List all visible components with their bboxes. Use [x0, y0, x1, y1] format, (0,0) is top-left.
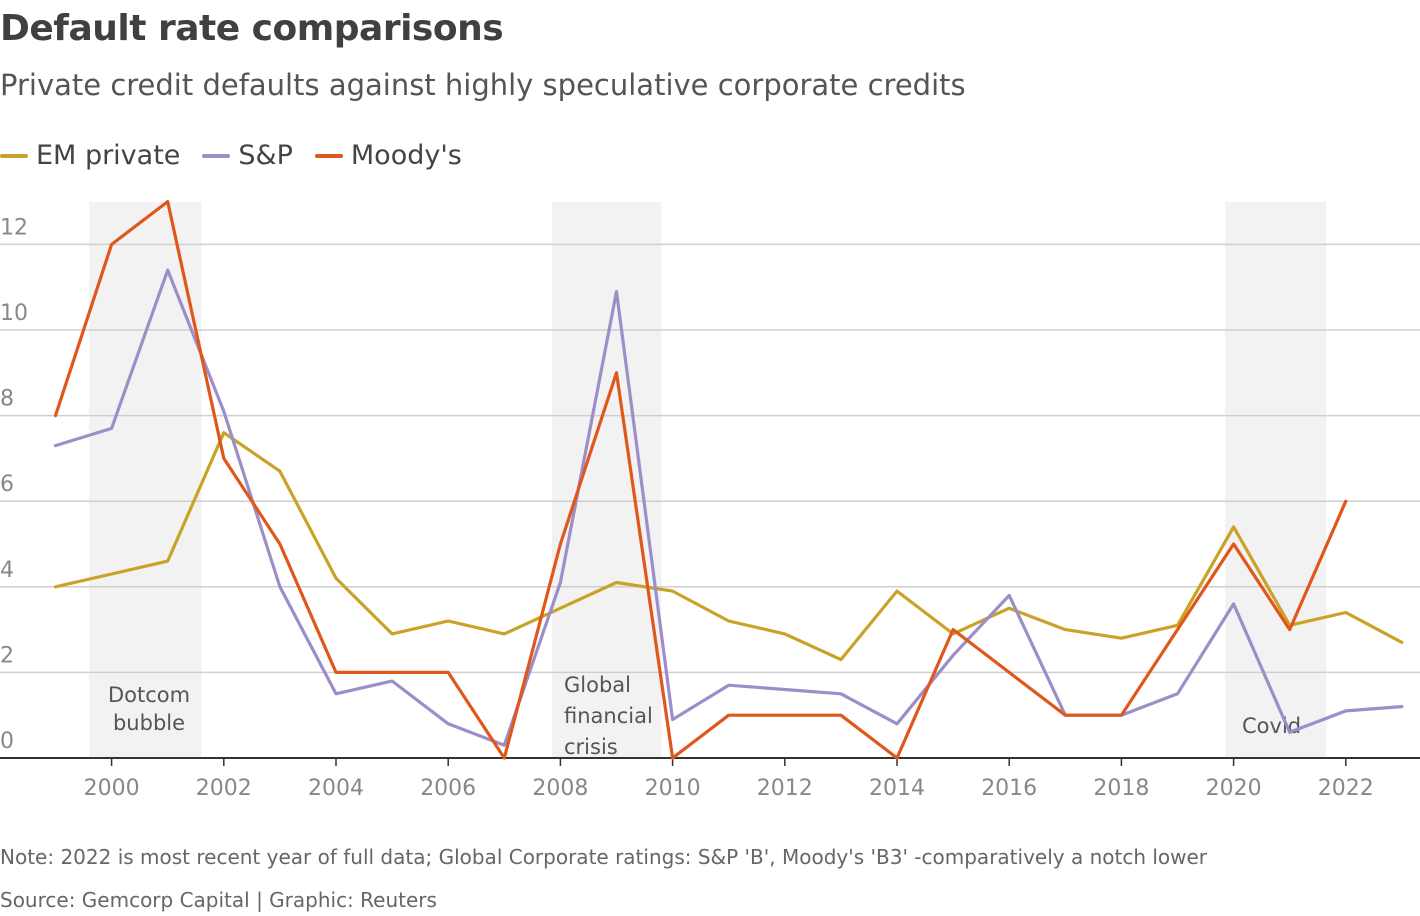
x-tick-label-2000: 2000 — [84, 776, 140, 801]
y-tick-label-6: 6 — [0, 472, 14, 497]
legend-item-moodys: Moody's — [314, 140, 462, 171]
legend-swatch-sp — [202, 153, 231, 158]
legend-swatch-moodys — [314, 153, 343, 158]
x-tick-label-2008: 2008 — [532, 776, 588, 801]
x-tick-label-2016: 2016 — [981, 776, 1037, 801]
shaded-period-1 — [551, 202, 662, 758]
x-tick-label-2012: 2012 — [757, 776, 813, 801]
x-tick-label-2022: 2022 — [1318, 776, 1374, 801]
chart-title: Default rate comparisons — [0, 8, 504, 49]
y-tick-label-0: 0 — [0, 729, 14, 754]
y-tick-label-10: 10 — [0, 301, 28, 326]
legend-swatch-em-private — [0, 153, 28, 158]
chart-note: Note: 2022 is most recent year of full d… — [0, 845, 1208, 869]
shaded-period-2 — [1225, 202, 1327, 758]
shaded-period-0 — [89, 202, 202, 758]
legend-label-em-private: EM private — [36, 140, 181, 171]
legend: EM private S&P Moody's — [0, 140, 462, 171]
period-label-2-0: Covid — [1242, 714, 1301, 738]
y-tick-label-2: 2 — [0, 643, 14, 668]
x-tick-label-2002: 2002 — [196, 776, 252, 801]
chart-subtitle: Private credit defaults against highly s… — [0, 68, 966, 102]
period-label-1-0: Global — [564, 673, 631, 697]
legend-item-em-private: EM private — [0, 140, 180, 171]
series-line-em-private — [53, 431, 1404, 662]
y-tick-label-12: 12 — [0, 215, 28, 240]
chart-source: Source: Gemcorp Capital | Graphic: Reute… — [0, 888, 437, 912]
x-tick-label-2020: 2020 — [1206, 776, 1262, 801]
legend-label-sp: S&P — [238, 140, 293, 171]
x-tick-label-2014: 2014 — [869, 776, 925, 801]
x-tick-label-2004: 2004 — [308, 776, 364, 801]
x-tick-label-2010: 2010 — [645, 776, 701, 801]
legend-label-moodys: Moody's — [350, 140, 462, 171]
legend-item-sp: S&P — [202, 140, 293, 171]
x-tick-label-2006: 2006 — [420, 776, 476, 801]
period-label-0-1: bubble — [113, 711, 185, 735]
y-tick-label-4: 4 — [0, 558, 14, 583]
y-tick-label-8: 8 — [0, 387, 14, 412]
period-label-1-1: financial — [564, 704, 653, 728]
series-line-moody-s — [53, 200, 1348, 760]
period-label-0-0: Dotcom — [108, 683, 190, 707]
period-label-1-2: crisis — [564, 735, 618, 759]
x-tick-label-2018: 2018 — [1093, 776, 1149, 801]
